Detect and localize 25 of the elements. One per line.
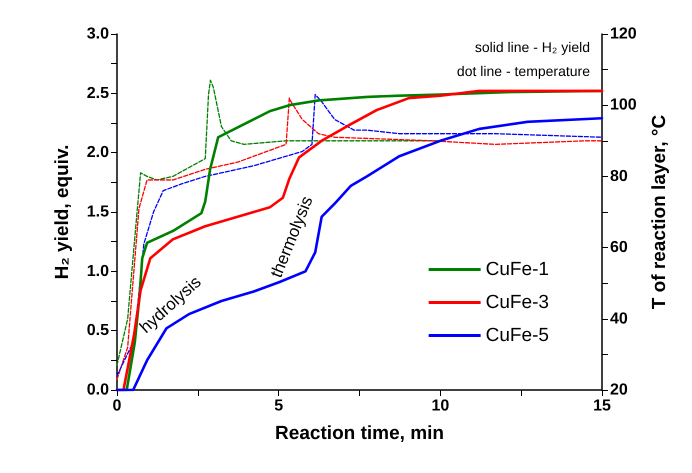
legend-label: CuFe-5 (486, 325, 550, 346)
y2-axis-title: T of reaction layer, °C (649, 114, 670, 310)
y-tick-label: 0.0 (86, 382, 110, 398)
x-tick-label: 15 (593, 398, 611, 414)
x-tick-label: 0 (112, 398, 122, 414)
y2-tick-label: 80 (610, 168, 628, 185)
y2-tick-label: 120 (610, 26, 637, 42)
legend-label: CuFe-1 (486, 259, 550, 280)
annotation: dot line - temperature (456, 63, 590, 79)
y-tick-label: 1.0 (86, 262, 110, 280)
y-tick-label: 3.0 (86, 26, 110, 42)
y-axis-title: H₂ yield, equiv. (52, 144, 73, 280)
y2-tick-label: 100 (610, 96, 637, 114)
annotation: solid line - H₂ yield (474, 39, 590, 55)
y-tick-label: 1.5 (86, 204, 110, 220)
x-axis-title: Reaction time, min (275, 423, 444, 444)
y-tick-label: 0.5 (86, 322, 110, 340)
y-tick-label: 2.0 (86, 144, 110, 162)
x-tick-label: 10 (431, 398, 450, 414)
y-tick-label: 2.5 (86, 84, 110, 102)
legend-label: CuFe-3 (486, 292, 550, 313)
y2-tick-label: 60 (610, 239, 628, 256)
y2-tick-label: 20 (610, 382, 628, 398)
y2-tick-label: 40 (610, 310, 628, 328)
x-tick-label: 5 (274, 398, 284, 414)
